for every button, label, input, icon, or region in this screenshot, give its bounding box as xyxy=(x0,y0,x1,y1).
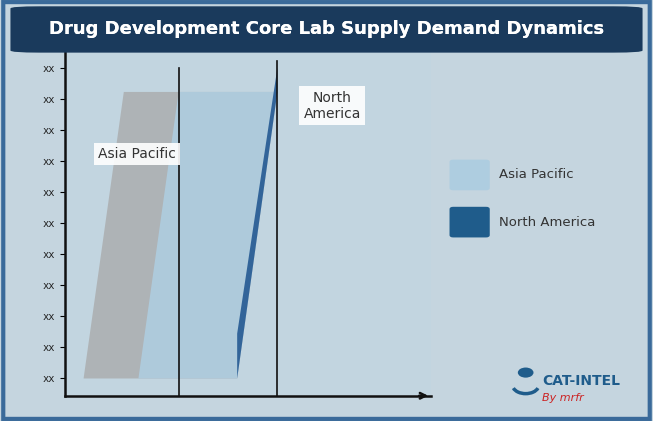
Text: By mrfr: By mrfr xyxy=(542,393,584,403)
Text: Drug Development Core Lab Supply Demand Dynamics: Drug Development Core Lab Supply Demand … xyxy=(49,21,604,38)
Text: Drug Development Core Lab Supply Demand Dynamics: Drug Development Core Lab Supply Demand … xyxy=(49,21,604,38)
Polygon shape xyxy=(237,68,278,378)
Text: North America: North America xyxy=(499,216,596,229)
Text: Asia Pacific: Asia Pacific xyxy=(98,147,176,161)
FancyBboxPatch shape xyxy=(449,160,490,190)
FancyBboxPatch shape xyxy=(10,6,643,53)
Polygon shape xyxy=(84,92,278,378)
FancyBboxPatch shape xyxy=(449,207,490,237)
Text: CAT-INTEL: CAT-INTEL xyxy=(542,374,620,388)
Polygon shape xyxy=(138,92,278,378)
Text: Asia Pacific: Asia Pacific xyxy=(499,168,573,181)
Text: North
America: North America xyxy=(304,91,361,121)
